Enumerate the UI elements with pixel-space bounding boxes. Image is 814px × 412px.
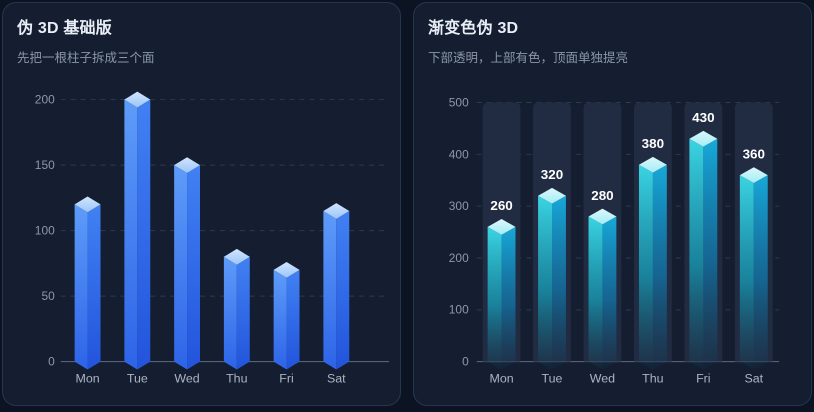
bar-value-label: 280 (591, 188, 613, 203)
bar-value-label: 380 (642, 136, 664, 151)
y-axis-tick-label: 500 (449, 96, 469, 110)
x-axis-label-sat: Sat (327, 371, 346, 385)
x-axis-label-fri: Fri (279, 371, 293, 385)
bar-face-top (538, 187, 566, 204)
bar-face-top (638, 156, 667, 173)
bar-face-left (588, 216, 603, 370)
bar-value-label: 430 (692, 110, 714, 125)
y-axis-tick-label: 200 (35, 93, 55, 107)
bar-thu[interactable]: 380 (638, 136, 667, 370)
bar-face-right (286, 269, 300, 370)
panel-header: 伪 3D 基础版 先把一根柱子拆成三个面 (17, 14, 155, 66)
bar-sat[interactable] (323, 203, 350, 370)
panel-subtitle: 下部透明，上部有色，顶面单独提亮 (428, 51, 629, 65)
panel-pseudo3d-gradient: 渐变色伪 3D 下部透明，上部有色，顶面单独提亮 260 320 280 380 430… (413, 2, 812, 406)
bar-face-left (487, 226, 502, 370)
bar-thu[interactable] (223, 248, 250, 370)
y-axis-tick-label: 300 (449, 199, 469, 213)
bar-face-top (588, 208, 617, 225)
bar-tue[interactable] (124, 91, 151, 370)
bar-face-right (336, 210, 350, 370)
bar-face-left (323, 210, 337, 370)
x-axis-label-sat: Sat (744, 371, 763, 385)
bar-value-label: 320 (541, 167, 563, 182)
bar-face-left (538, 195, 553, 370)
bar-wed[interactable]: 280 (588, 188, 617, 370)
bar-tue[interactable]: 320 (538, 167, 566, 370)
bar-face-left (174, 165, 188, 370)
bar-face-top (223, 248, 250, 265)
bar-face-right (602, 216, 617, 370)
y-axis-tick-label: 150 (35, 158, 55, 172)
y-axis-tick-label: 100 (449, 303, 469, 317)
y-axis-tick-label: 400 (449, 147, 469, 161)
x-axis-label-mon: Mon (75, 371, 99, 385)
bar-face-left (124, 99, 138, 370)
panel-pseudo3d-basic: 伪 3D 基础版 先把一根柱子拆成三个面 0 50 100 150 200 Mon Tue W… (2, 2, 401, 406)
y-axis-tick-label: 100 (35, 224, 55, 238)
bar-face-right (137, 99, 151, 370)
bar-face-left (273, 269, 287, 370)
bar-face-top (74, 196, 101, 213)
bar-face-right (652, 164, 667, 370)
panel-header: 渐变色伪 3D 下部透明，上部有色，顶面单独提亮 (428, 14, 628, 66)
bar-face-top (689, 130, 718, 147)
bar-value-label: 360 (743, 146, 765, 161)
bar-face-right (87, 204, 101, 370)
y-axis-tick-label: 0 (462, 355, 469, 369)
bar-fri[interactable]: 430 (689, 110, 718, 370)
bar-chart-pseudo3d-basic[interactable]: 0 50 100 150 200 Mon Tue Wed Thu Fri Sat (3, 3, 400, 405)
bar-mon[interactable]: 260 (487, 198, 516, 370)
bar-face-right (753, 175, 768, 370)
y-axis-tick-label: 0 (48, 355, 55, 369)
bar-face-left (74, 204, 88, 370)
bar-face-right (187, 165, 201, 370)
bar-face-right (552, 195, 566, 370)
bar-face-left (739, 175, 754, 370)
x-axis-label-mon: Mon (489, 371, 513, 385)
bar-fri[interactable] (273, 262, 300, 370)
bar-sat[interactable]: 360 (739, 146, 768, 370)
bar-face-top (124, 91, 151, 108)
panel-subtitle: 先把一根柱子拆成三个面 (17, 51, 155, 65)
panel-title: 渐变色伪 3D (428, 20, 519, 37)
bar-chart-pseudo3d-gradient[interactable]: 260 320 280 380 430 360 0 100 200 300 400 500 Mon Tue… (414, 3, 811, 405)
bar-face-top (487, 219, 516, 235)
bar-face-left (223, 256, 237, 370)
x-axis-label-wed: Wed (174, 371, 199, 385)
bar-face-right (501, 226, 516, 370)
panel-title: 伪 3D 基础版 (17, 20, 112, 37)
bar-wed[interactable] (174, 157, 201, 370)
bar-value-label: 260 (490, 198, 512, 213)
y-axis-tick-label: 200 (449, 251, 469, 265)
bar-face-right (703, 138, 718, 370)
bar-face-left (689, 138, 704, 370)
x-axis-label-wed: Wed (590, 371, 615, 385)
x-axis-label-tue: Tue (542, 371, 563, 385)
bar-face-top (739, 167, 768, 183)
bar-face-left (638, 164, 653, 370)
bar-face-top (323, 203, 350, 219)
bar-mon[interactable] (74, 196, 101, 370)
y-axis-tick-label: 50 (41, 289, 55, 303)
x-axis-label-tue: Tue (127, 371, 148, 385)
bar-face-top (174, 157, 201, 173)
x-axis-label-thu: Thu (642, 371, 664, 385)
x-axis-label-fri: Fri (696, 371, 710, 385)
bar-face-right (236, 256, 250, 370)
x-axis-label-thu: Thu (226, 371, 248, 385)
